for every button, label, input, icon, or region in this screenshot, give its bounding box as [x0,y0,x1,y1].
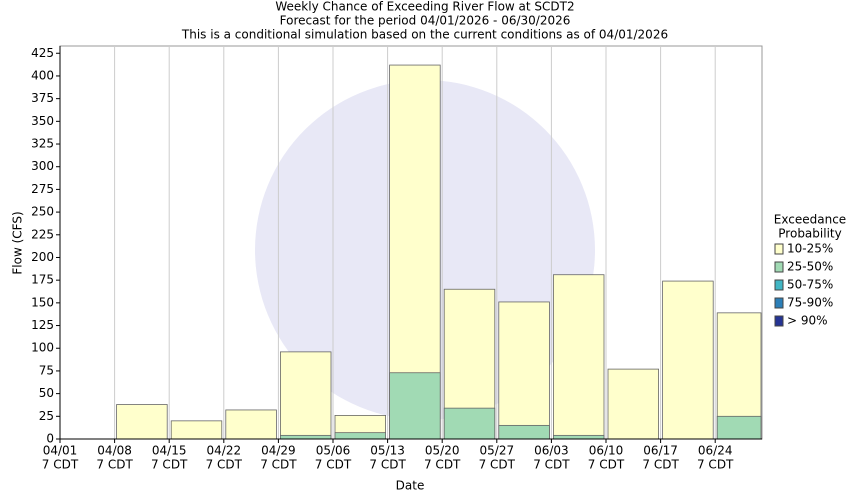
y-tick-label: 425 [31,46,54,60]
x-tick-label: 04/15 [152,444,187,458]
chart-title: Weekly Chance of Exceeding River Flow at… [275,0,574,14]
x-tick-sublabel: 7 CDT [479,458,516,472]
x-tick-sublabel: 7 CDT [369,458,406,472]
y-tick-label: 100 [31,341,54,355]
y-axis-label: Flow (CFS) [11,211,25,274]
x-tick-sublabel: 7 CDT [642,458,679,472]
y-tick-label: 325 [31,137,54,151]
legend-swatch [774,243,784,255]
bar [170,420,223,440]
legend-label: 10-25% [787,242,833,256]
x-tick-sublabel: 7 CDT [424,458,461,472]
legend-label: 75-90% [787,296,833,310]
bar [498,424,550,440]
y-tick-label: 0 [46,432,54,446]
x-tick-label: 06/17 [643,444,678,458]
legend-title: Probability [778,227,841,241]
legend-label: 50-75% [787,278,833,292]
bar [279,351,332,440]
y-tick-label: 250 [31,205,54,219]
x-tick-sublabel: 7 CDT [260,458,297,472]
chart-subtitle: Forecast for the period 04/01/2026 - 06/… [280,14,571,28]
y-tick-label: 25 [39,409,54,423]
x-tick-sublabel: 7 CDT [588,458,625,472]
bar [116,404,168,440]
x-tick-sublabel: 7 CDT [42,458,79,472]
y-tick-label: 175 [31,273,54,287]
x-tick-label: 04/01 [43,444,78,458]
legend-swatch [774,279,784,291]
bar [662,280,714,440]
y-tick-label: 150 [31,295,54,309]
y-tick-label: 400 [31,68,54,82]
bar [443,407,496,440]
y-tick-label: 350 [31,114,54,128]
bar [553,434,605,440]
legend-swatch [774,315,784,327]
y-tick-label: 275 [31,182,54,196]
x-tick-sublabel: 7 CDT [315,458,352,472]
x-tick-label: 05/06 [316,444,351,458]
bar [334,432,386,440]
y-tick-label: 75 [39,363,54,377]
x-axis-label: Date [396,479,425,493]
x-tick-label: 05/27 [480,444,515,458]
bar [279,434,332,440]
legend-swatch [774,261,784,273]
x-tick-sublabel: 7 CDT [206,458,243,472]
x-tick-label: 06/10 [589,444,624,458]
bar [716,415,762,440]
x-tick-label: 05/20 [425,444,460,458]
x-tick-sublabel: 7 CDT [697,458,734,472]
bar [607,368,659,440]
bar [553,274,605,440]
chart-subtitle: This is a conditional simulation based o… [181,28,668,42]
y-tick-label: 225 [31,227,54,241]
x-tick-sublabel: 7 CDT [151,458,188,472]
x-tick-label: 06/03 [534,444,569,458]
bar [389,372,441,440]
x-tick-label: 04/29 [261,444,296,458]
x-tick-label: 04/08 [97,444,132,458]
bar [225,409,277,440]
legend-swatch [774,297,784,309]
x-tick-label: 05/13 [370,444,405,458]
y-tick-label: 125 [31,318,54,332]
x-tick-label: 04/22 [207,444,242,458]
y-tick-label: 375 [31,91,54,105]
y-tick-label: 300 [31,159,54,173]
legend-title: Exceedance [774,213,846,227]
x-tick-label: 06/24 [698,444,733,458]
legend-label: > 90% [787,314,828,328]
bar [498,301,550,440]
legend-label: 25-50% [787,260,833,274]
y-tick-label: 200 [31,250,54,264]
x-tick-sublabel: 7 CDT [533,458,570,472]
x-tick-sublabel: 7 CDT [96,458,133,472]
y-tick-label: 50 [39,386,54,400]
